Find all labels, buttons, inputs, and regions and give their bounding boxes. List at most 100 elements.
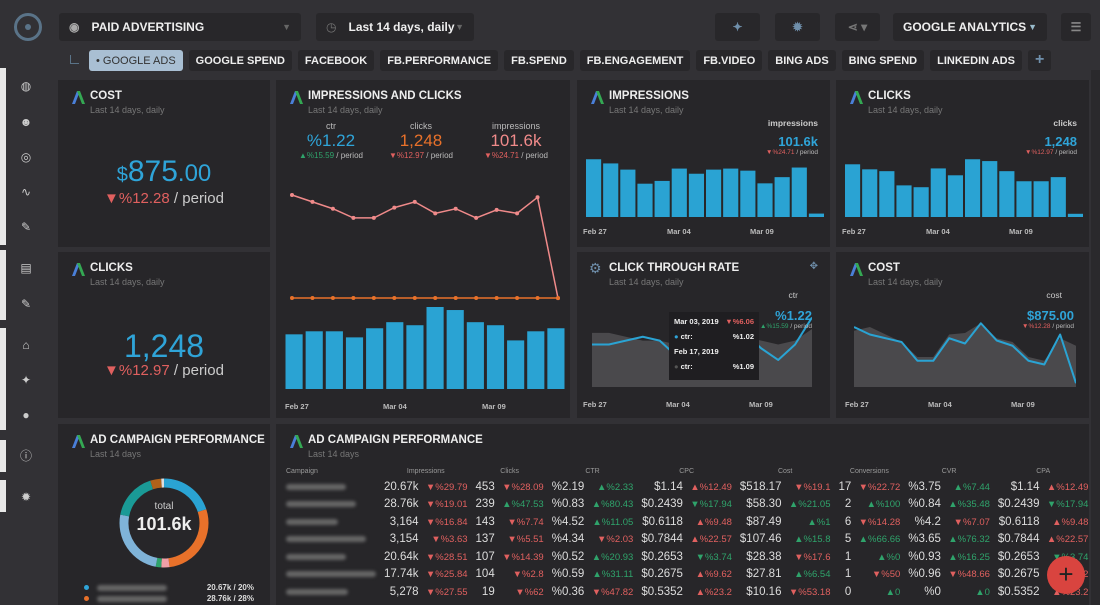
edit-icon[interactable]: ✎	[20, 297, 32, 311]
plugin-button[interactable]: ✦	[715, 13, 760, 41]
sidebar-group	[0, 480, 6, 512]
table-row[interactable]: 28.76k ▼%19.01 239 ▲%47.53 %0.83 ▲%80.43 $0.24…	[282, 496, 1092, 514]
metric-value: 5	[844, 533, 852, 546]
table-row[interactable]: 20.64k ▼%28.51 107 ▼%14.39 %0.52 ▲%20.93 $0.26…	[282, 548, 1092, 566]
share-button[interactable]: ⋖ ▾	[835, 13, 880, 41]
sidebar-group	[0, 68, 6, 245]
world-icon[interactable]: ◎	[20, 150, 32, 164]
metric-cell: 1 ▲%0	[834, 548, 904, 566]
tab-bing-spend[interactable]: BING SPEND	[841, 50, 925, 71]
column-header[interactable]: CPC	[679, 467, 694, 475]
google-ads-logo-icon	[850, 91, 863, 104]
widget-subtitle: Last 14 days	[308, 449, 360, 459]
campaign-name-redacted	[286, 536, 366, 543]
bug-icon[interactable]: ✹	[20, 490, 32, 504]
metric-delta: ▼%7.07	[953, 516, 990, 528]
metric-cell: $27.81 ▲%6.54	[736, 566, 835, 584]
tab-linkedin-ads[interactable]: LINKEDIN ADS	[930, 50, 1022, 71]
google-ads-logo-icon	[591, 91, 604, 104]
column-header[interactable]: Conversions	[849, 467, 889, 475]
column-header[interactable]: Campaign	[286, 467, 318, 475]
ctr-bar	[507, 340, 525, 389]
date-range-select[interactable]: ◷ Last 14 days, daily ▼	[316, 13, 474, 41]
widget-title: IMPRESSIONS	[609, 90, 689, 102]
metric-cell: 3,164 ▼%16.84	[380, 513, 472, 531]
column-header[interactable]: CTR	[585, 467, 600, 475]
user-icon[interactable]: ●	[22, 408, 30, 422]
series-value: 1,248	[1044, 134, 1077, 149]
metric-cell: %2.19 ▲%2.33	[548, 478, 638, 496]
sidebar-group	[0, 328, 6, 430]
metric-cell: $518.17 ▼%19.1	[736, 478, 835, 496]
metric-delta: ▲%1	[807, 516, 831, 528]
app-logo[interactable]	[14, 13, 42, 41]
bar	[740, 170, 756, 217]
table-row[interactable]: 17.74k ▼%25.84 104 ▼%2.8 %0.59 ▲%31.11 $0.2675…	[282, 566, 1092, 584]
widget-subtitle: Last 14 days	[90, 449, 142, 459]
widget-subtitle: Last 14 days, daily	[609, 105, 684, 115]
column-header[interactable]: Impressions	[406, 467, 445, 475]
users-icon[interactable]: ☻	[19, 115, 33, 129]
widget-title: CLICK THROUGH RATE	[609, 262, 740, 274]
table-row[interactable]: 3,154 ▼%3.63 137 ▼%5.51 %4.34 ▼%2.03 $0.7844 ▲%…	[282, 531, 1092, 549]
drag-handle-icon[interactable]: ✥	[809, 261, 818, 272]
metric-cell: $87.49 ▲%1	[736, 513, 835, 531]
info-icon[interactable]: ⓘ	[19, 449, 32, 463]
bar	[723, 168, 739, 217]
metric-value: $87.49	[746, 515, 782, 528]
google-ads-logo-icon	[72, 91, 85, 104]
metric-cell: 1 ▼%50	[834, 566, 904, 584]
clicks-widget: CLICKS Last 14 days, daily 1,248 ▼%12.97…	[58, 252, 270, 418]
tab-google-spend[interactable]: GOOGLE SPEND	[188, 50, 292, 71]
metric-value: %0	[924, 585, 941, 598]
column-header[interactable]: Cost	[777, 467, 793, 475]
metric-delta: ▲0	[885, 586, 901, 598]
globe-icon[interactable]: ◍	[20, 79, 32, 93]
column-header[interactable]: CPA	[1036, 467, 1051, 475]
table-row[interactable]: 5,278 ▼%27.55 19 ▼%62 %0.36 ▼%47.82 $0.5352 ▲%2…	[282, 583, 1092, 601]
impressions-point	[392, 205, 397, 210]
tab-bing-ads[interactable]: BING ADS	[768, 50, 836, 71]
tab-fb-video[interactable]: FB.VIDEO	[696, 50, 763, 71]
menu-button[interactable]: ☰	[1061, 13, 1091, 41]
widget-subtitle: Last 14 days, daily	[868, 277, 943, 287]
bank-icon[interactable]: ⌂	[22, 338, 30, 352]
analytics-icon[interactable]: ∿	[20, 185, 32, 199]
chevron-down-icon: ▼	[455, 22, 464, 32]
table-row[interactable]: 3,164 ▼%16.84 143 ▼%7.74 %4.52 ▲%11.05 $0.6118…	[282, 513, 1092, 531]
dashboard-select[interactable]: ◉ PAID ADVERTISING ▼	[59, 13, 301, 41]
google-ads-logo-icon	[290, 91, 303, 104]
tab-fb-performance[interactable]: FB.PERFORMANCE	[380, 50, 499, 71]
tab-google-ads[interactable]: • GOOGLE ADS	[89, 50, 183, 71]
tab-fb-spend[interactable]: FB.SPEND	[504, 50, 574, 71]
tab-fb-engagement[interactable]: FB.ENGAGEMENT	[579, 50, 691, 71]
metric-cell: 143 ▼%7.74	[472, 513, 548, 531]
add-widget-button[interactable]: +	[1047, 556, 1085, 594]
series-value: 101.6k	[778, 134, 818, 149]
table-row[interactable]: 20.67k ▼%29.79 453 ▼%28.09 %2.19 ▲%2.33 $1.14 ▲…	[282, 478, 1092, 496]
metric-value: $0.7844	[641, 533, 683, 546]
clipboard-icon[interactable]: ▤	[20, 261, 32, 275]
campaign-name-redacted	[286, 483, 346, 490]
metric-cell: $28.38 ▼%17.6	[736, 548, 835, 566]
period: / period	[521, 151, 548, 160]
brush-icon[interactable]: ✎	[20, 220, 32, 234]
tab-facebook[interactable]: FACEBOOK	[297, 50, 375, 71]
plug-icon[interactable]: ✦	[20, 373, 32, 387]
datasource-select[interactable]: GOOGLE ANALYTICS ▼	[893, 13, 1047, 41]
metric-cell: 17 ▼%22.72	[834, 478, 904, 496]
add-tab-button[interactable]: +	[1027, 50, 1052, 71]
metric-delta: ▲%22.57	[1046, 534, 1089, 546]
metric-value: $0.5352	[997, 585, 1040, 598]
widget-subtitle: Last 14 days, daily	[609, 277, 684, 287]
scrollbar[interactable]	[1091, 70, 1100, 605]
bar	[757, 183, 773, 217]
x-tick: Feb 27	[583, 227, 607, 236]
widget-subtitle: Last 14 days, daily	[90, 105, 165, 115]
debug-button[interactable]: ✹	[775, 13, 820, 41]
metric-value: 20.64k	[384, 550, 419, 563]
metric-value: %0.59	[551, 568, 585, 581]
column-header[interactable]: Clicks	[500, 467, 519, 475]
column-header[interactable]: CVR	[941, 467, 957, 475]
ctr-bar	[285, 334, 303, 389]
